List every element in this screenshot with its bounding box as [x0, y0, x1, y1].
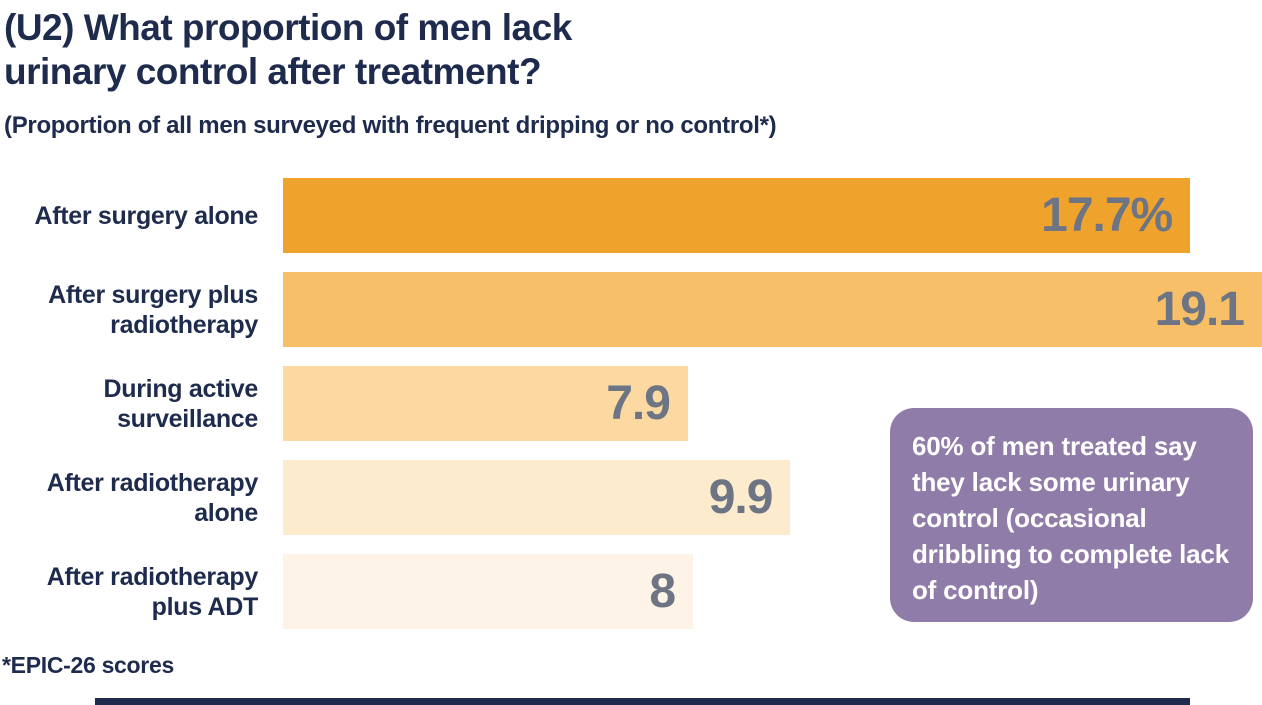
- bar-track: 9.9: [283, 460, 1262, 535]
- category-label: During active surveillance: [103, 374, 259, 433]
- bar-row: During active surveillance 7.9: [0, 366, 1262, 441]
- bar-row: After radiotherapy plus ADT 8: [0, 554, 1262, 629]
- bar-track: 7.9: [283, 366, 1262, 441]
- category-label: After surgery alone: [34, 201, 258, 230]
- bar-track: 8: [283, 554, 1262, 629]
- value-label: 7.9: [606, 377, 671, 430]
- category-label: After radiotherapy plus ADT: [46, 562, 259, 621]
- bar-track: 17.7%: [283, 178, 1262, 253]
- chart-subtitle: (Proportion of all men surveyed with fre…: [4, 112, 777, 139]
- bar-track: 19.1: [283, 272, 1262, 347]
- bottom-accent-bar: [95, 698, 1190, 705]
- bar-row: After radiotherapy alone 9.9: [0, 460, 1262, 535]
- bar: 8: [283, 554, 694, 629]
- bar: 17.7%: [283, 178, 1191, 253]
- category-label: After radiotherapy alone: [46, 468, 259, 527]
- bar-chart: After surgery alone 17.7% After surgery pl…: [0, 178, 1262, 648]
- footnote: *EPIC-26 scores: [2, 652, 174, 678]
- category-label: After surgery plus radiotherapy: [48, 280, 258, 339]
- bar: 9.9: [283, 460, 791, 535]
- callout-box: 60% of men treated say they lack some ur…: [890, 408, 1253, 622]
- bar: 19.1: [283, 272, 1262, 347]
- bar-row: After surgery alone 17.7%: [0, 178, 1262, 253]
- bar-row: After surgery plus radiotherapy 19.1: [0, 272, 1262, 347]
- value-label: 8: [649, 565, 676, 618]
- value-label: 9.9: [708, 471, 774, 524]
- bar: 7.9: [283, 366, 688, 441]
- value-label: 19.1: [1154, 283, 1245, 336]
- value-label: 17.7%: [1041, 189, 1173, 242]
- chart-title: (U2) What proportion of men lack urinary…: [4, 7, 572, 92]
